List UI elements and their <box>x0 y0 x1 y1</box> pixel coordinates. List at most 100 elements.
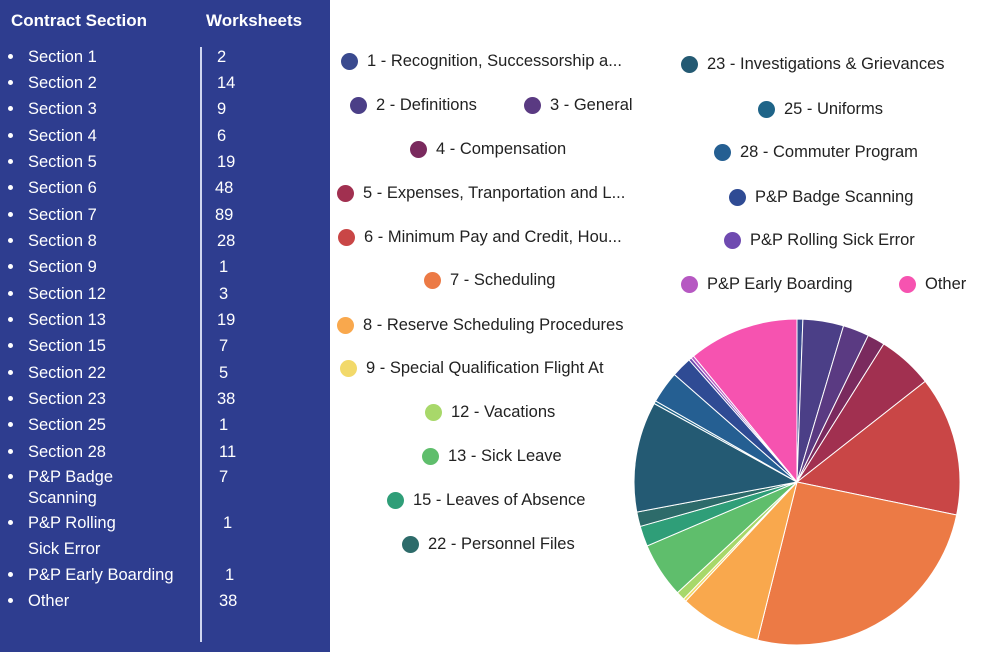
legend-swatch-icon <box>402 536 419 553</box>
legend-entry: Other <box>899 275 966 294</box>
bullet-icon <box>8 159 13 164</box>
bullet-icon <box>8 212 13 217</box>
pie-slice <box>692 318 798 484</box>
row-section-name: Section 3 <box>28 100 97 118</box>
row-section-name: Section 7 <box>28 206 97 224</box>
legend-swatch-icon <box>337 317 354 334</box>
legend-label: 12 - Vacations <box>451 403 556 421</box>
legend-entry: 25 - Uniforms <box>758 100 883 119</box>
legend-label: 2 - Definitions <box>376 96 477 114</box>
legend-entry: P&P Badge Scanning <box>729 188 913 207</box>
row-worksheet-count: 5 <box>219 364 229 382</box>
row-worksheet-count: 19 <box>217 311 236 329</box>
bullet-icon <box>8 474 13 479</box>
legend-swatch-icon <box>387 492 404 509</box>
legend-label: 8 - Reserve Scheduling Procedures <box>363 316 624 334</box>
row-section-name: Section 25 <box>28 416 106 434</box>
legend-entry: 3 - General <box>524 96 633 115</box>
bullet-icon <box>8 317 13 322</box>
bullet-icon <box>8 54 13 59</box>
bullet-icon <box>8 449 13 454</box>
row-worksheet-count: 19 <box>217 153 236 171</box>
bullet-icon <box>8 80 13 85</box>
bullet-icon <box>8 598 13 603</box>
legend-entry: 2 - Definitions <box>350 96 477 115</box>
bullet-icon <box>8 106 13 111</box>
legend-entry: 22 - Personnel Files <box>402 535 575 554</box>
legend-label: 25 - Uniforms <box>784 100 884 118</box>
data-table-panel: Contract Section Worksheets Section 1 2 Se… <box>0 0 330 652</box>
pie-chart <box>633 318 961 646</box>
legend-entry: 9 - Special Qualification Flight At <box>340 359 604 378</box>
row-section-name: Section 4 <box>28 127 97 145</box>
legend-label: 7 - Scheduling <box>450 271 556 289</box>
legend-label: P&P Early Boarding <box>707 275 853 293</box>
row-section-name: Section 22 <box>28 364 106 382</box>
legend-label: 22 - Personnel Files <box>428 535 575 553</box>
legend-swatch-icon <box>425 404 442 421</box>
legend-entry: 1 - Recognition, Successorship a... <box>341 52 622 71</box>
pie-slice <box>633 402 799 513</box>
legend-label: 3 - General <box>550 96 633 114</box>
legend-swatch-icon <box>337 185 354 202</box>
legend-label: 4 - Compensation <box>436 140 567 158</box>
row-worksheet-count: 9 <box>217 100 227 118</box>
row-worksheet-count: 48 <box>215 179 234 197</box>
bullet-icon <box>8 185 13 190</box>
row-section-name: Section 8 <box>28 232 97 250</box>
row-worksheet-count: 38 <box>217 390 236 408</box>
legend-swatch-icon <box>681 56 698 73</box>
legend-entry: 6 - Minimum Pay and Credit, Hou... <box>338 228 622 247</box>
row-section-name: Section 1 <box>28 48 97 66</box>
bullet-icon <box>8 572 13 577</box>
legend-swatch-icon <box>899 276 916 293</box>
row-worksheet-count: 2 <box>217 48 227 66</box>
legend-swatch-icon <box>350 97 367 114</box>
row-section-name: Section 6 <box>28 179 97 197</box>
legend-swatch-icon <box>724 232 741 249</box>
legend-swatch-icon <box>341 53 358 70</box>
row-section-name: Section 9 <box>28 258 97 276</box>
legend-entry: P&P Early Boarding <box>681 275 853 294</box>
row-worksheet-count: 14 <box>217 74 236 92</box>
row-worksheet-count: 6 <box>217 127 227 145</box>
row-worksheet-count: 28 <box>217 232 236 250</box>
legend-entry: 8 - Reserve Scheduling Procedures <box>337 316 623 335</box>
row-worksheet-count: 89 <box>215 206 234 224</box>
pie-slice <box>756 481 958 646</box>
legend-label: P&P Rolling Sick Error <box>750 231 915 249</box>
legend-swatch-icon <box>758 101 775 118</box>
legend-entry: 12 - Vacations <box>425 403 555 422</box>
legend-entry: 7 - Scheduling <box>424 271 556 290</box>
legend-label: 15 - Leaves of Absence <box>413 491 586 509</box>
bullet-icon <box>8 133 13 138</box>
bullet-icon <box>8 370 13 375</box>
legend-label: 5 - Expenses, Tranportation and L... <box>363 184 626 202</box>
row-worksheet-count: 38 <box>219 592 238 610</box>
legend-label: 6 - Minimum Pay and Credit, Hou... <box>364 228 622 246</box>
row-worksheet-count: 7 <box>219 468 229 486</box>
bullet-icon <box>8 238 13 243</box>
row-section-name: P&P Badge Scanning <box>28 468 114 507</box>
row-section-name: Section 13 <box>28 311 106 329</box>
row-section-name: Section 2 <box>28 74 97 92</box>
bullet-icon <box>8 422 13 427</box>
row-section-name: Section 28 <box>28 443 106 461</box>
row-worksheet-count: 1 <box>223 514 233 532</box>
legend-swatch-icon <box>340 360 357 377</box>
legend-swatch-icon <box>714 144 731 161</box>
legend-entry: 4 - Compensation <box>410 140 566 159</box>
row-worksheet-count: 11 <box>219 443 237 461</box>
legend-entry: 23 - Investigations & Grievances <box>681 55 945 74</box>
legend-entry: P&P Rolling Sick Error <box>724 231 915 250</box>
legend-label: 1 - Recognition, Successorship a... <box>367 52 622 70</box>
row-worksheet-count: 1 <box>219 416 229 434</box>
row-section-name: Sick Error <box>28 540 101 558</box>
legend-swatch-icon <box>422 448 439 465</box>
row-section-name: Section 23 <box>28 390 106 408</box>
legend-label: Other <box>925 275 967 293</box>
legend-label: 28 - Commuter Program <box>740 143 918 161</box>
bullet-icon <box>8 396 13 401</box>
row-worksheet-count: 1 <box>219 258 229 276</box>
row-section-name: P&P Early Boarding <box>28 566 174 584</box>
